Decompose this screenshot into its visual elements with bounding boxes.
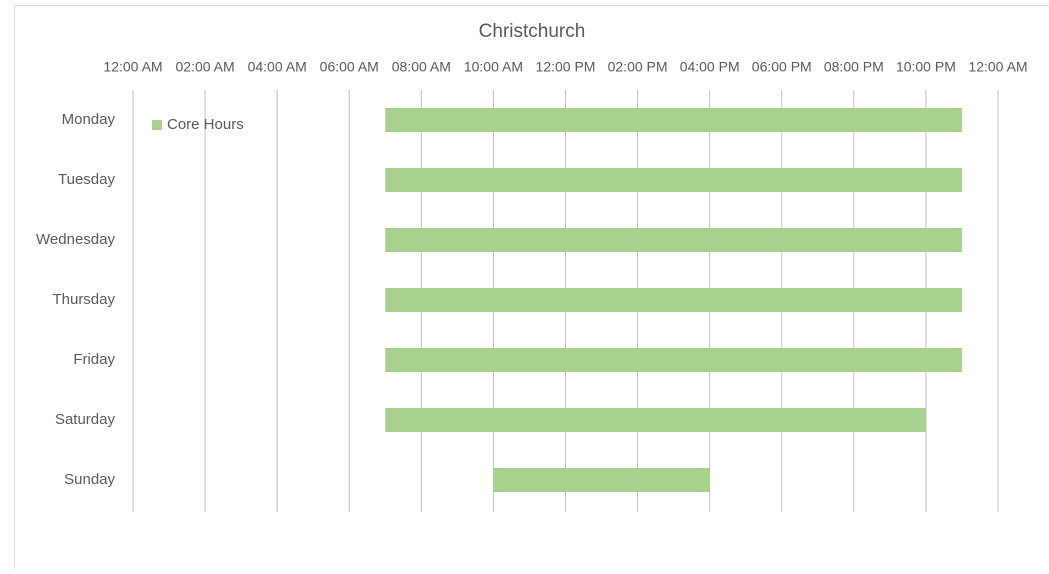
legend-label: Core Hours <box>167 116 244 133</box>
x-tick-label: 02:00 PM <box>608 59 668 75</box>
chart-title: Christchurch <box>479 21 586 42</box>
bar <box>385 228 962 252</box>
bar <box>385 348 962 372</box>
bar <box>493 468 709 492</box>
x-tick-label: 04:00 AM <box>248 59 307 75</box>
y-tick-label: Wednesday <box>36 231 115 248</box>
y-tick-label: Monday <box>62 111 116 128</box>
x-tick-label: 04:00 PM <box>680 59 740 75</box>
y-tick-label: Thursday <box>52 291 115 308</box>
y-tick-label: Friday <box>73 351 115 368</box>
x-tick-label: 10:00 AM <box>464 59 523 75</box>
x-tick-label: 10:00 PM <box>896 59 956 75</box>
bar <box>385 408 926 432</box>
x-tick-label: 08:00 AM <box>392 59 451 75</box>
x-tick-label: 12:00 PM <box>536 59 596 75</box>
y-tick-label: Sunday <box>64 471 115 488</box>
y-tick-label: Saturday <box>55 411 116 428</box>
y-tick-label: Tuesday <box>58 171 115 188</box>
x-tick-label: 12:00 AM <box>103 59 162 75</box>
x-tick-label: 08:00 PM <box>824 59 884 75</box>
x-tick-label: 06:00 AM <box>320 59 379 75</box>
bar <box>385 168 962 192</box>
x-tick-label: 02:00 AM <box>176 59 235 75</box>
bar <box>385 288 962 312</box>
x-tick-label: 12:00 AM <box>968 59 1027 75</box>
legend-swatch <box>152 120 162 130</box>
x-tick-label: 06:00 PM <box>752 59 812 75</box>
bar <box>385 108 962 132</box>
